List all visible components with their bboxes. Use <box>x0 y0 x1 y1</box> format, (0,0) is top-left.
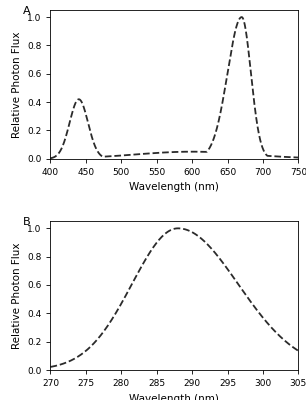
Text: A: A <box>23 6 31 16</box>
Text: B: B <box>23 217 31 227</box>
Y-axis label: Relative Photon Flux: Relative Photon Flux <box>12 242 21 349</box>
X-axis label: Wavelength (nm): Wavelength (nm) <box>129 182 219 192</box>
X-axis label: Wavelength (nm): Wavelength (nm) <box>129 394 219 400</box>
Y-axis label: Relative Photon Flux: Relative Photon Flux <box>12 31 21 138</box>
